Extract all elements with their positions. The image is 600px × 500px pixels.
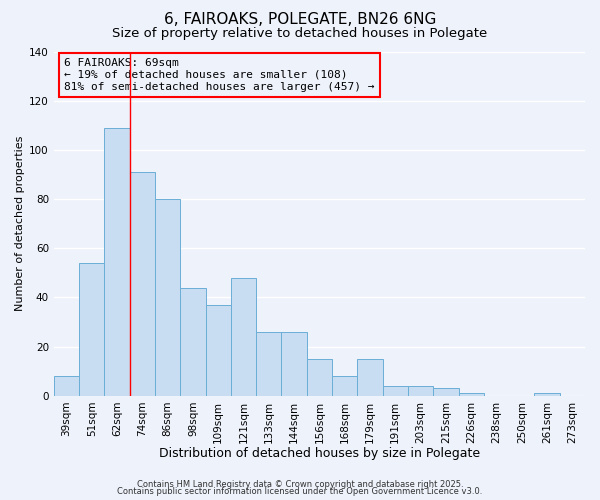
Bar	[206, 305, 231, 396]
Bar	[383, 386, 408, 396]
Bar	[535, 394, 560, 396]
Bar	[104, 128, 130, 396]
Bar	[332, 376, 358, 396]
Y-axis label: Number of detached properties: Number of detached properties	[15, 136, 25, 312]
Text: 6 FAIROAKS: 69sqm
← 19% of detached houses are smaller (108)
81% of semi-detache: 6 FAIROAKS: 69sqm ← 19% of detached hous…	[64, 58, 375, 92]
X-axis label: Distribution of detached houses by size in Polegate: Distribution of detached houses by size …	[159, 447, 480, 460]
Bar	[130, 172, 155, 396]
Text: 6, FAIROAKS, POLEGATE, BN26 6NG: 6, FAIROAKS, POLEGATE, BN26 6NG	[164, 12, 436, 28]
Bar	[281, 332, 307, 396]
Bar	[358, 359, 383, 396]
Bar	[458, 394, 484, 396]
Bar	[180, 288, 206, 396]
Bar	[256, 332, 281, 396]
Text: Contains public sector information licensed under the Open Government Licence v3: Contains public sector information licen…	[118, 488, 482, 496]
Bar	[408, 386, 433, 396]
Bar	[433, 388, 458, 396]
Bar	[54, 376, 79, 396]
Text: Size of property relative to detached houses in Polegate: Size of property relative to detached ho…	[112, 28, 488, 40]
Text: Contains HM Land Registry data © Crown copyright and database right 2025.: Contains HM Land Registry data © Crown c…	[137, 480, 463, 489]
Bar	[307, 359, 332, 396]
Bar	[79, 263, 104, 396]
Bar	[155, 199, 180, 396]
Bar	[231, 278, 256, 396]
